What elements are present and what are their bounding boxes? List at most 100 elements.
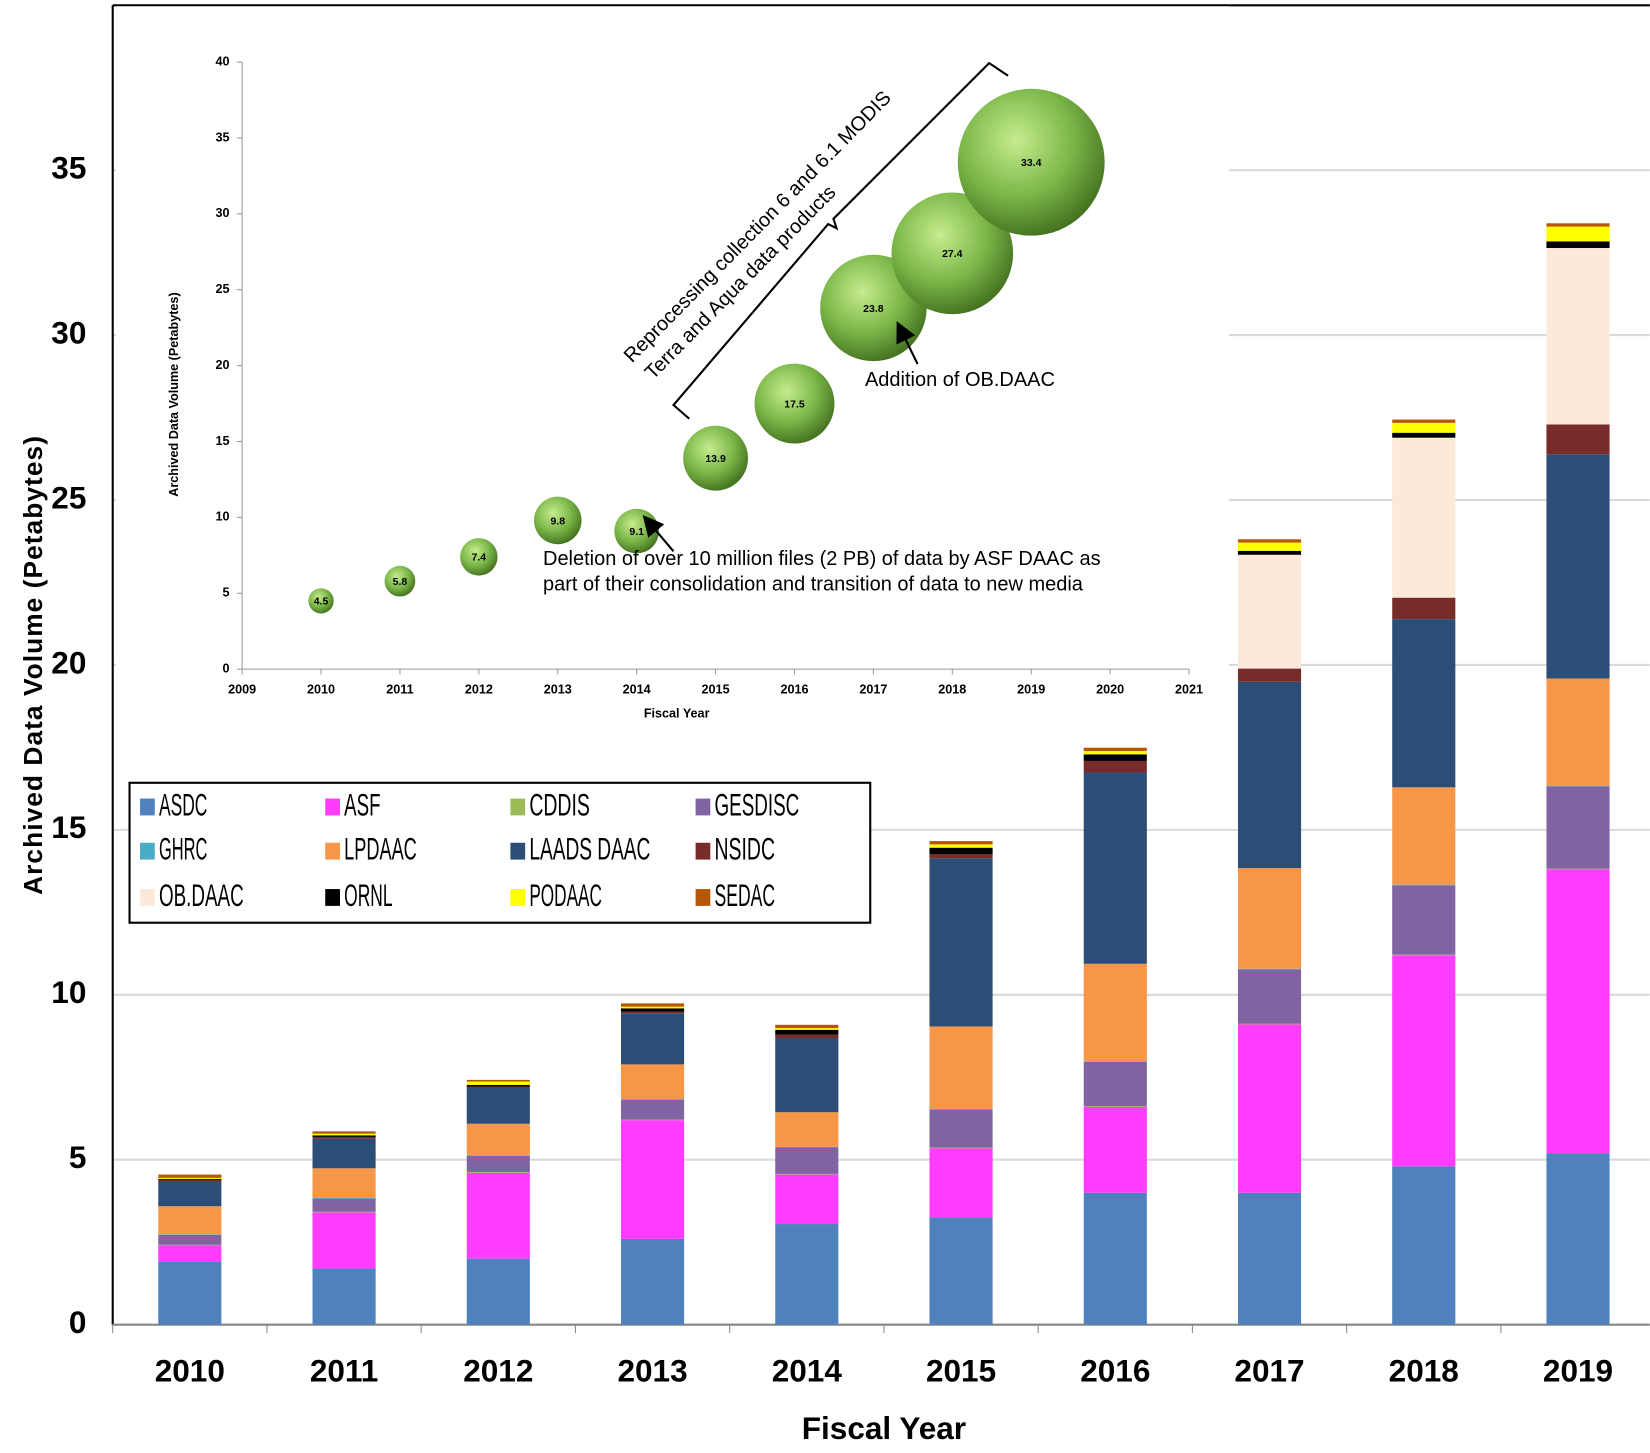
- y-tick-label: 10: [215, 510, 229, 524]
- legend-label: GHRC: [159, 831, 207, 867]
- legend-label: ORNL: [344, 877, 392, 913]
- bar-segment: [312, 1268, 376, 1325]
- bar-segment: [1546, 868, 1610, 870]
- bar-segment: [1083, 1192, 1147, 1325]
- bar-segment: [1392, 1166, 1456, 1325]
- bar-segment: [312, 1212, 376, 1269]
- bar-segment: [158, 1245, 222, 1262]
- bar-segment: [466, 1172, 530, 1259]
- bar-segment: [1392, 954, 1456, 956]
- bar-segment: [775, 1038, 839, 1113]
- bar-segment: [1237, 1023, 1302, 1025]
- bar-segment: [1237, 868, 1302, 969]
- legend-label: LPDAAC: [344, 831, 417, 867]
- bar-segment: [1546, 785, 1610, 787]
- bar-segment: [312, 1197, 376, 1199]
- bar-segment: [1083, 747, 1147, 752]
- bar-segment: [1546, 454, 1610, 679]
- x-tick-label: 2013: [544, 683, 572, 697]
- bar-segment: [312, 1131, 376, 1134]
- bar-segment: [312, 1138, 376, 1169]
- legend-swatch: [510, 842, 526, 860]
- bar-segment: [1546, 786, 1610, 869]
- bubble-label: 7.4: [472, 552, 487, 564]
- legend-label: ASF: [344, 786, 380, 822]
- bar-segment: [1237, 554, 1302, 669]
- y-tick-label: 20: [215, 358, 229, 372]
- legend-label: PODAAC: [529, 877, 602, 913]
- bar-segment: [620, 1008, 685, 1012]
- y-tick-label: 35: [215, 130, 229, 144]
- bar-segment: [1392, 619, 1456, 788]
- y-tick-label: 15: [51, 809, 86, 845]
- legend-label: LAADS DAAC: [529, 831, 650, 867]
- bar-segment: [620, 1119, 685, 1121]
- x-tick-label: 2011: [386, 683, 413, 697]
- bar-segment: [466, 1155, 530, 1173]
- bar-segment: [466, 1172, 530, 1173]
- bar-segment: [1083, 751, 1147, 755]
- bar-segment: [158, 1261, 222, 1325]
- annotation: part of their consolidation and transiti…: [543, 573, 1084, 595]
- legend-label: GESDISC: [715, 786, 800, 822]
- legend-label: ASDC: [159, 786, 207, 822]
- bar-segment: [929, 844, 993, 848]
- x-tick-label: 2012: [463, 1352, 533, 1388]
- bar-segment: [929, 1026, 993, 1109]
- bubble: [891, 192, 1014, 315]
- bar-segment: [775, 1173, 839, 1175]
- bar-segment: [1392, 432, 1456, 438]
- bar-segment: [312, 1198, 376, 1212]
- bar-segment: [775, 1034, 839, 1039]
- legend-swatch: [510, 798, 526, 816]
- bar-segment: [158, 1177, 222, 1179]
- x-tick-label: 2010: [307, 683, 335, 697]
- y-tick-label: 40: [215, 54, 229, 68]
- x-tick-label: 2015: [702, 683, 730, 697]
- bar-segment: [1237, 681, 1302, 869]
- bar-segment: [312, 1168, 376, 1198]
- bar-segment: [1237, 668, 1302, 682]
- bubble: [533, 496, 582, 545]
- bar-segment: [1546, 226, 1610, 242]
- x-tick-label: 2017: [1234, 1352, 1304, 1388]
- bar-segment: [1237, 969, 1302, 1024]
- bubble: [460, 538, 498, 576]
- bar-segment: [158, 1244, 222, 1246]
- x-tick-label: 2011: [310, 1352, 378, 1388]
- x-tick-label: 2017: [859, 683, 887, 697]
- x-tick-label: 2015: [926, 1352, 996, 1388]
- bar-segment: [1392, 884, 1456, 886]
- bar-segment: [466, 1258, 530, 1325]
- bar-segment: [1237, 539, 1302, 543]
- bar-segment: [312, 1211, 376, 1213]
- bar-segment: [1237, 968, 1302, 970]
- bar-segment: [620, 1003, 685, 1007]
- bubble-label: 17.5: [784, 398, 805, 410]
- bar-segment: [1392, 955, 1456, 1167]
- bar-segment: [1392, 597, 1456, 620]
- bar-segment: [1083, 963, 1147, 1062]
- bar-segment: [466, 1081, 530, 1085]
- bar-segment: [1546, 424, 1610, 455]
- bar-segment: [1083, 1106, 1147, 1107]
- legend-swatch: [140, 842, 155, 860]
- annotation: Addition of OB.DAAC: [865, 369, 1055, 391]
- x-tick-label: 2019: [1543, 1352, 1613, 1388]
- bar-segment: [1083, 1061, 1147, 1107]
- bar-segment: [929, 1148, 993, 1218]
- bar-segment: [1392, 437, 1456, 598]
- bar-segment: [1237, 1192, 1302, 1325]
- bar-segment: [620, 1011, 685, 1014]
- bar-segment: [1546, 241, 1610, 249]
- legend-swatch: [325, 798, 340, 816]
- bubble-label: 4.5: [314, 596, 329, 608]
- y-tick-label: 5: [69, 1139, 87, 1175]
- bubble-label: 13.9: [705, 453, 726, 465]
- bar-segment: [620, 1238, 685, 1325]
- x-tick-label: 2016: [1080, 1352, 1150, 1388]
- x-tick-label: 2009: [228, 683, 256, 697]
- bar-segment: [1392, 419, 1456, 423]
